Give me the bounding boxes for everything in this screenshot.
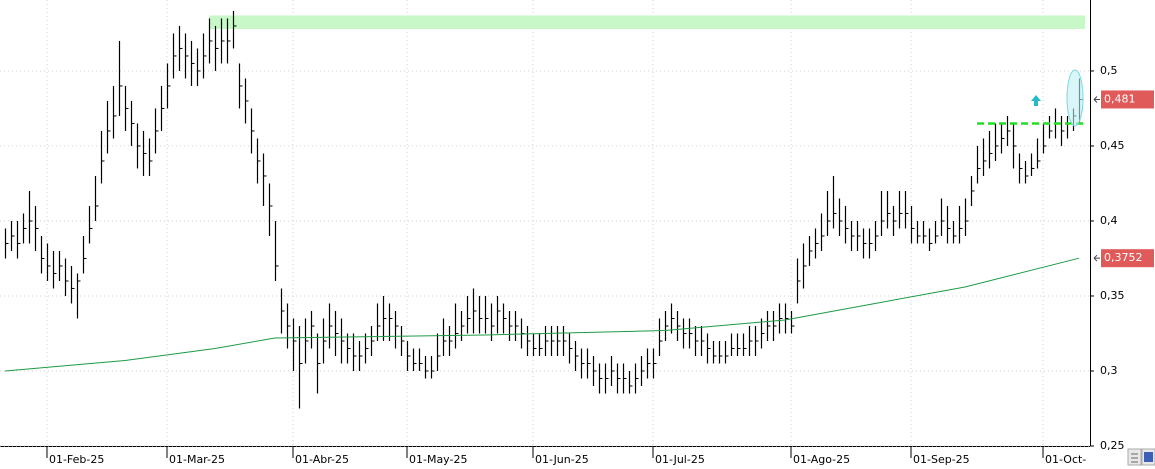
moving-average bbox=[4, 257, 1080, 372]
highlight-ellipse bbox=[1066, 69, 1084, 127]
y-tick-label: 0,25 bbox=[1100, 439, 1125, 452]
x-tick-label: 01-Ago-25 bbox=[793, 453, 850, 466]
up-arrow bbox=[1031, 95, 1041, 106]
x-tick-label: 01-Feb-25 bbox=[49, 453, 104, 466]
x-tick-label: 01-Sep-25 bbox=[913, 453, 970, 466]
x-tick-label: 01-May-25 bbox=[409, 453, 467, 466]
y-tick-label: 0,35 bbox=[1100, 289, 1125, 302]
price-label-box bbox=[1101, 249, 1154, 268]
x-tick-label: 01-Jun-25 bbox=[535, 453, 589, 466]
save-icon bbox=[1144, 452, 1153, 462]
button[interactable] bbox=[1127, 448, 1142, 466]
price-label-box bbox=[1101, 90, 1154, 109]
y-tick-label: 0,45 bbox=[1100, 139, 1125, 152]
price-label: 0,481 bbox=[1104, 92, 1136, 105]
x-tick-label: 01-Mar-25 bbox=[169, 453, 225, 466]
price-pointer bbox=[1093, 254, 1100, 262]
y-tick-label: 0,3 bbox=[1100, 364, 1118, 377]
price-pointer bbox=[1093, 96, 1100, 103]
resistance-zone bbox=[208, 15, 1085, 29]
x-tick-label: 01-Jul-25 bbox=[655, 453, 705, 466]
x-tick-label: 01-Abr-25 bbox=[295, 453, 349, 466]
y-tick-label: 0,5 bbox=[1100, 64, 1118, 77]
y-tick-label: 0,4 bbox=[1100, 214, 1118, 227]
x-tick-label: 01-Oct- bbox=[1045, 453, 1086, 466]
price-label: 0,3752 bbox=[1104, 251, 1143, 264]
button-icon bbox=[1131, 453, 1138, 463]
